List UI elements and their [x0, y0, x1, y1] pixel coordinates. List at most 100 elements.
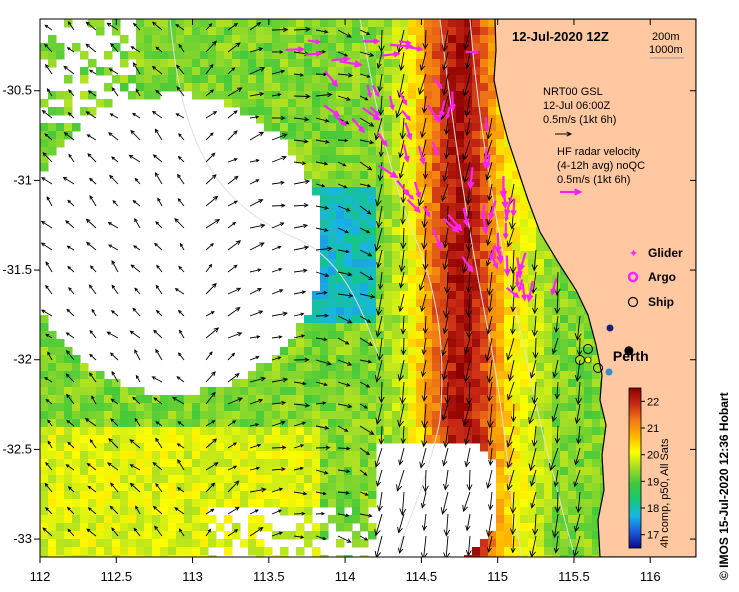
sst-pixel	[288, 27, 297, 36]
sst-pixel	[416, 75, 425, 84]
sst-pixel	[336, 283, 345, 292]
sst-pixel	[304, 99, 313, 108]
axis-ticks: 112 112.5 113 113.5 114 114.5 115 115.5 116-30.5…	[2, 19, 696, 584]
sst-pixel	[520, 243, 529, 252]
sst-pixel	[344, 491, 353, 500]
sst-pixel	[400, 59, 409, 68]
sst-pixel	[160, 427, 169, 436]
sst-pixel	[448, 147, 457, 156]
sst-pixel	[344, 427, 353, 436]
sst-pixel	[520, 499, 529, 508]
wind-arrow	[156, 264, 163, 273]
sst-pixel	[272, 355, 281, 364]
wind-arrow	[87, 90, 97, 97]
sst-pixel	[424, 139, 433, 148]
sst-pixel	[528, 267, 537, 276]
sst-pixel	[160, 555, 169, 557]
sst-pixel	[144, 539, 153, 548]
sst-pixel	[328, 459, 337, 468]
sst-pixel	[40, 131, 49, 140]
sst-pixel	[536, 467, 545, 476]
sst-pixel	[416, 123, 425, 132]
wind-arrow	[47, 440, 53, 449]
sst-pixel	[480, 315, 489, 324]
wind-arrow	[337, 51, 349, 57]
sst-pixel	[304, 83, 313, 92]
sst-pixel	[312, 499, 321, 508]
wind-arrow	[86, 241, 97, 251]
sst-pixel	[448, 187, 457, 196]
sst-pixel	[152, 483, 161, 492]
sst-pixel	[320, 235, 329, 244]
sst-pixel	[568, 411, 577, 420]
wind-arrow	[487, 425, 494, 447]
sst-pixel	[472, 227, 481, 236]
sst-pixel	[528, 403, 537, 412]
sst-pixel	[320, 147, 329, 156]
sst-pixel	[408, 427, 417, 436]
sst-pixel	[360, 91, 369, 100]
sst-pixel	[384, 275, 393, 284]
sst-pixel	[144, 459, 153, 468]
wind-arrow	[227, 87, 243, 97]
sst-pixel	[288, 91, 297, 100]
sst-pixel	[544, 331, 553, 340]
sst-pixel	[432, 51, 441, 60]
wind-arrow	[463, 359, 471, 383]
wind-arrow	[574, 315, 582, 341]
wind-arrow	[155, 46, 163, 53]
sst-pixel	[208, 531, 217, 540]
sst-pixel	[424, 323, 433, 332]
sst-pixel	[592, 371, 601, 380]
wind-arrow	[178, 43, 185, 53]
sst-pixel	[496, 195, 505, 204]
sst-pixel	[328, 411, 337, 420]
sst-pixel	[408, 355, 417, 364]
sst-pixel	[360, 427, 369, 436]
sst-pixel	[328, 267, 337, 276]
sst-pixel	[392, 227, 401, 236]
sst-pixel	[384, 363, 393, 372]
ship-marker	[575, 355, 585, 365]
sst-pixel	[40, 539, 49, 548]
sst-pixel	[312, 451, 321, 460]
sst-pixel	[72, 515, 81, 524]
sst-pixel	[232, 35, 241, 44]
x-tick-label: 112	[30, 569, 51, 584]
sst-pixel	[184, 51, 193, 60]
sst-pixel	[536, 283, 545, 292]
wind-arrow	[464, 425, 471, 446]
sst-pixel	[416, 371, 425, 380]
sst-pixel	[40, 355, 49, 364]
sst-pixel	[152, 539, 161, 548]
sst-pixel	[192, 555, 201, 557]
wind-arrow	[41, 109, 53, 119]
sst-pixel	[416, 19, 425, 28]
sst-pixel	[552, 555, 561, 557]
sst-pixel	[272, 403, 281, 412]
sst-pixel	[432, 299, 441, 308]
sst-pixel	[256, 427, 265, 436]
sst-pixel	[136, 475, 145, 484]
wind-arrow	[359, 491, 369, 496]
sst-pixel	[496, 355, 505, 364]
sst-pixel	[112, 435, 121, 444]
wind-arrow	[442, 51, 449, 71]
colorbar-tick-label: 22	[647, 396, 659, 408]
sst-pixel	[464, 315, 473, 324]
sst-pixel	[288, 115, 297, 124]
sst-pixel	[296, 115, 305, 124]
wind-arrow	[509, 491, 517, 515]
sst-pixel	[504, 491, 513, 500]
wind-arrow	[359, 51, 375, 57]
sst-pixel	[392, 195, 401, 204]
wind-arrow	[177, 173, 185, 185]
sst-pixel	[264, 411, 273, 420]
wind-arrow	[337, 469, 351, 474]
sst-pixel	[392, 411, 401, 420]
hf-radar-arrow	[422, 206, 431, 218]
wind-arrow	[315, 183, 326, 188]
sst-pixel	[520, 467, 529, 476]
sst-pixel	[320, 411, 329, 420]
sst-pixel	[368, 459, 377, 468]
